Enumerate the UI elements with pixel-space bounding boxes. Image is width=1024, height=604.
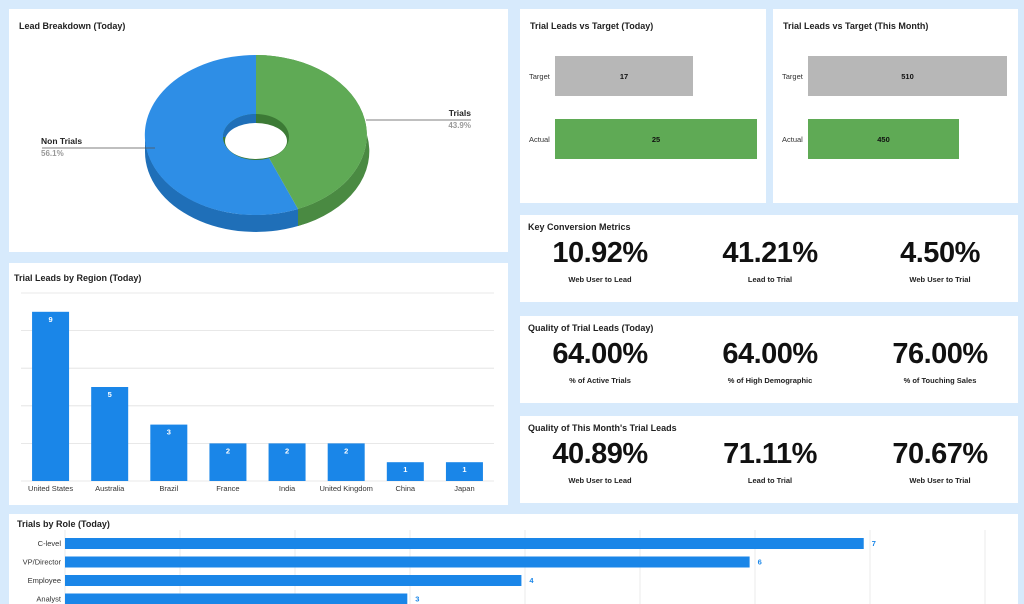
role-tick-label: C-level <box>38 539 62 548</box>
metric-label: % of Active Trials <box>520 376 680 385</box>
target-month-card: Trial Leads vs Target (This Month) Targe… <box>773 9 1018 203</box>
target-month-title: Trial Leads vs Target (This Month) <box>783 21 928 31</box>
lead-breakdown-card: Lead Breakdown (Today) Non Trials 56.1% … <box>9 9 508 252</box>
region-tick-label: Brazil <box>159 484 178 493</box>
region-bar-value: 5 <box>108 390 112 399</box>
region-tick-label: China <box>396 484 416 493</box>
role-tick-label: VP/Director <box>23 558 62 567</box>
role-bar-value: 6 <box>758 558 762 567</box>
metric-label: % of Touching Sales <box>860 376 1020 385</box>
metric-value: 10.92% <box>520 237 680 269</box>
metric-label: Web User to Trial <box>860 275 1020 284</box>
quality-today-title: Quality of Trial Leads (Today) <box>528 323 653 333</box>
role-bar[interactable] <box>65 538 864 549</box>
region-bar-value: 9 <box>48 315 52 324</box>
target-month-target-bar[interactable]: 510 <box>808 56 1007 96</box>
target-month-actual-value: 450 <box>877 135 890 144</box>
metric-label: Web User to Lead <box>520 275 680 284</box>
metric-high-demographic: 64.00% % of High Demographic <box>690 338 850 385</box>
region-bar[interactable] <box>32 312 69 481</box>
target-month-actual-label: Actual <box>782 135 803 144</box>
region-tick-label: France <box>216 484 239 493</box>
metric-touching-sales: 76.00% % of Touching Sales <box>860 338 1020 385</box>
metric-value: 4.50% <box>860 237 1020 269</box>
region-tick-label: Japan <box>454 484 474 493</box>
metric-web-user-to-lead: 10.92% Web User to Lead <box>520 237 680 284</box>
target-month-target-label: Target <box>782 72 803 81</box>
metric-label: Lead to Trial <box>690 275 850 284</box>
region-tick-label: United States <box>28 484 73 493</box>
region-tick-label: Australia <box>95 484 125 493</box>
metric-month-web-user-to-trial: 70.67% Web User to Trial <box>860 438 1020 485</box>
metric-value: 40.89% <box>520 438 680 470</box>
metric-month-web-user-to-lead: 40.89% Web User to Lead <box>520 438 680 485</box>
role-bar[interactable] <box>65 594 407 604</box>
target-today-card: Trial Leads vs Target (Today) Target 17 … <box>520 9 766 203</box>
pie-hole <box>225 123 287 159</box>
target-month-actual-bar[interactable]: 450 <box>808 119 959 159</box>
region-tick-label: India <box>279 484 296 493</box>
metric-value: 71.11% <box>690 438 850 470</box>
region-bar-value: 2 <box>226 446 230 455</box>
region-bar-value: 2 <box>285 446 289 455</box>
metric-label: % of High Demographic <box>690 376 850 385</box>
region-bar-value: 1 <box>403 465 407 474</box>
role-bar-value: 4 <box>529 576 534 585</box>
target-today-actual-bar[interactable]: 25 <box>555 119 757 159</box>
nontrials-label: Non Trials <box>41 136 82 146</box>
target-today-actual-value: 25 <box>652 135 660 144</box>
quality-month-card: Quality of This Month's Trial Leads 40.8… <box>520 416 1018 503</box>
role-bar-value: 7 <box>872 539 876 548</box>
target-today-target-label: Target <box>529 72 550 81</box>
region-bar-value: 2 <box>344 446 348 455</box>
nontrials-percent: 56.1% <box>41 149 64 158</box>
target-month-target-value: 510 <box>901 72 914 81</box>
region-bar-chart: 9 United States 5 Australia 3 Brazil 2 France 2 I… <box>9 263 508 505</box>
key-conversion-title: Key Conversion Metrics <box>528 222 631 232</box>
role-bar[interactable] <box>65 557 750 568</box>
metric-value: 76.00% <box>860 338 1020 370</box>
metric-value: 70.67% <box>860 438 1020 470</box>
region-bar-value: 3 <box>167 428 171 437</box>
trials-percent: 43.9% <box>448 121 471 130</box>
metric-label: Web User to Trial <box>860 476 1020 485</box>
quality-today-card: Quality of Trial Leads (Today) 64.00% % … <box>520 316 1018 403</box>
metric-label: Lead to Trial <box>690 476 850 485</box>
metric-value: 41.21% <box>690 237 850 269</box>
target-today-title: Trial Leads vs Target (Today) <box>530 21 653 31</box>
trials-label: Trials <box>449 108 471 118</box>
metric-active-trials: 64.00% % of Active Trials <box>520 338 680 385</box>
target-today-target-value: 17 <box>620 72 628 81</box>
metric-label: Web User to Lead <box>520 476 680 485</box>
metric-value: 64.00% <box>690 338 850 370</box>
target-today-actual-label: Actual <box>529 135 550 144</box>
metric-lead-to-trial: 41.21% Lead to Trial <box>690 237 850 284</box>
role-bar[interactable] <box>65 575 521 586</box>
quality-month-title: Quality of This Month's Trial Leads <box>528 423 677 433</box>
target-today-target-bar[interactable]: 17 <box>555 56 693 96</box>
region-tick-label: United Kingdom <box>320 484 373 493</box>
metric-value: 64.00% <box>520 338 680 370</box>
metric-month-lead-to-trial: 71.11% Lead to Trial <box>690 438 850 485</box>
lead-breakdown-pie-chart: Non Trials 56.1% Trials 43.9% <box>9 9 508 252</box>
metric-web-user-to-trial: 4.50% Web User to Trial <box>860 237 1020 284</box>
region-bar[interactable] <box>91 387 128 481</box>
role-tick-label: Employee <box>28 576 61 585</box>
region-bar-value: 1 <box>462 465 466 474</box>
key-conversion-card: Key Conversion Metrics 10.92% Web User t… <box>520 215 1018 302</box>
